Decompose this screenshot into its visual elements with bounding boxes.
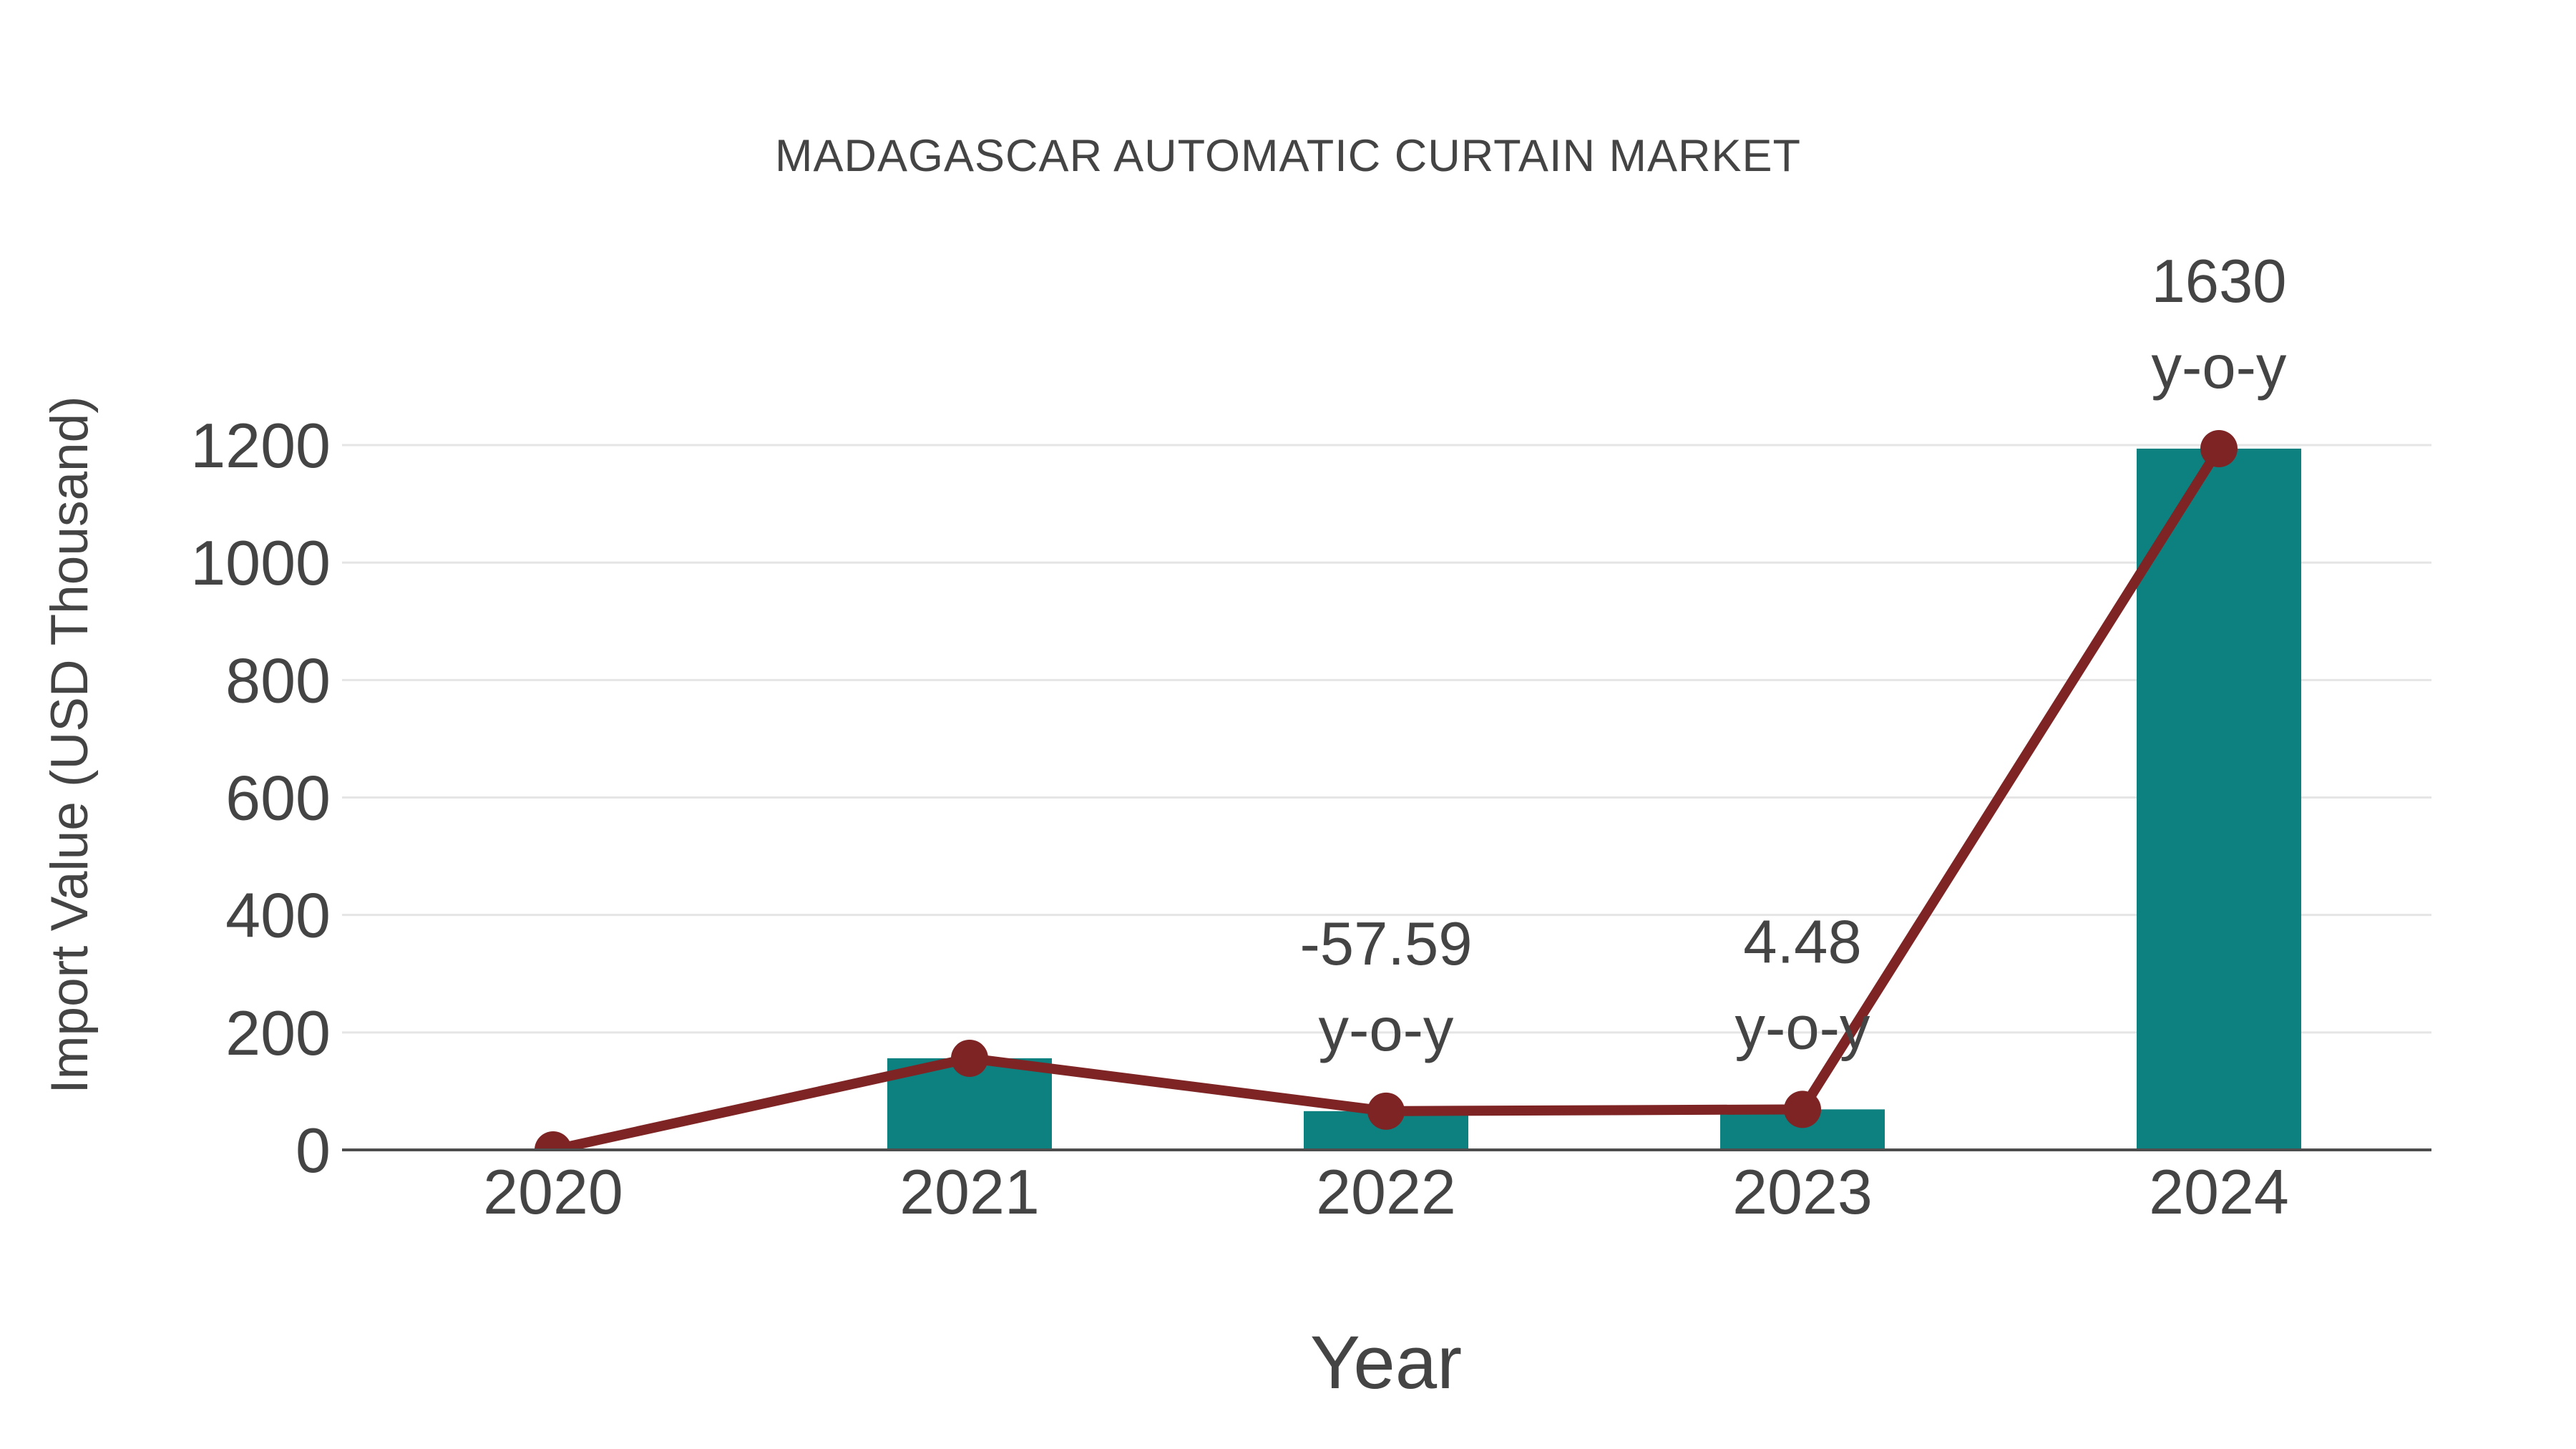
annotation-value-2024: 1630 xyxy=(2151,248,2286,316)
annotation-suffix-2022: y-o-y xyxy=(1319,996,1454,1064)
annotation-suffix-2024: y-o-y xyxy=(2152,333,2287,401)
xtick-2024: 2024 xyxy=(2149,1156,2289,1227)
marker-2024 xyxy=(2200,429,2238,467)
annotation-value-2023: 4.48 xyxy=(1743,908,1861,976)
ytick-0: 0 xyxy=(296,1115,331,1186)
ytick-200: 200 xyxy=(225,997,331,1068)
bar-series xyxy=(887,448,2301,1150)
xtick-2023: 2023 xyxy=(1732,1156,1873,1227)
chart-title: MADAGASCAR AUTOMATIC CURTAIN MARKET xyxy=(775,131,1801,181)
marker-2023 xyxy=(1784,1091,1821,1128)
x-axis-tick-labels: 2020 2021 2022 2023 2024 xyxy=(483,1156,2289,1227)
marker-2022 xyxy=(1367,1092,1405,1130)
gridlines xyxy=(342,444,2431,1034)
ytick-1200: 1200 xyxy=(190,410,331,481)
line-series xyxy=(535,429,2238,1150)
y-axis-tick-labels: 0 200 400 600 800 1000 1200 xyxy=(190,410,331,1186)
x-axis-title: Year xyxy=(1310,1321,1462,1405)
xtick-2022: 2022 xyxy=(1316,1156,1456,1227)
y-axis-title: Import Value (USD Thousand) xyxy=(41,396,99,1093)
yoy-annotations: -57.59 y-o-y 4.48 y-o-y 1630 y-o-y xyxy=(1299,248,2286,1064)
ytick-400: 400 xyxy=(225,880,331,951)
annotation-value-2022: -57.59 xyxy=(1299,910,1472,978)
ytick-800: 800 xyxy=(225,645,331,716)
xtick-2020: 2020 xyxy=(483,1156,623,1227)
ytick-600: 600 xyxy=(225,763,331,834)
xtick-2021: 2021 xyxy=(899,1156,1040,1227)
marker-2021 xyxy=(951,1039,988,1077)
ytick-1000: 1000 xyxy=(190,527,331,598)
bar-2024 xyxy=(2137,448,2301,1150)
marker-2020 xyxy=(535,1131,572,1150)
annotation-suffix-2023: y-o-y xyxy=(1735,994,1870,1062)
